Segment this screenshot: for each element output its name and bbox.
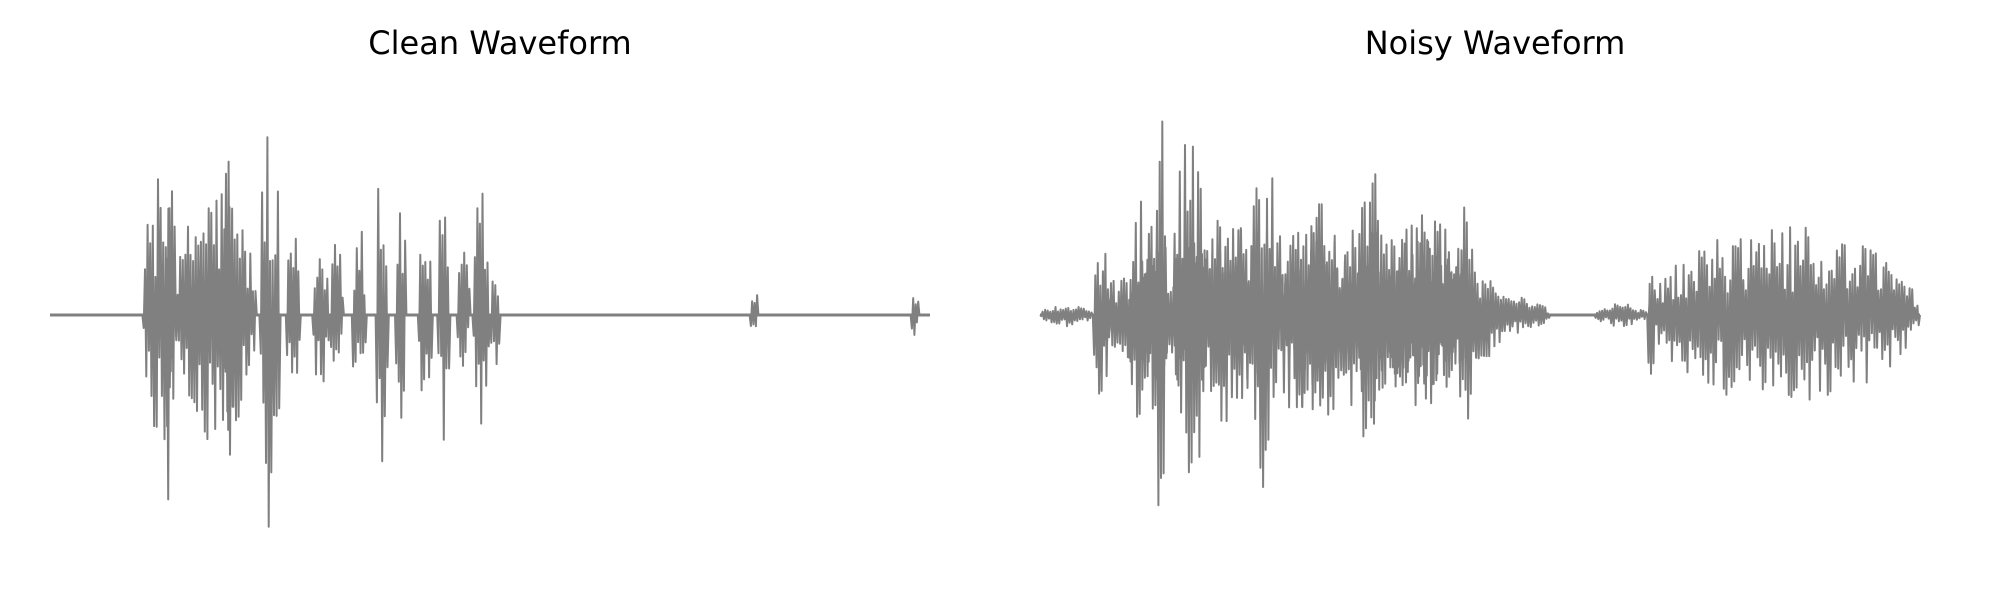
clean-waveform-segment-4 xyxy=(222,160,235,456)
noisy-waveform-segment-16 xyxy=(1646,275,1657,375)
noisy-waveform-segment-5 xyxy=(1171,144,1209,474)
clean-waveform-segment-9 xyxy=(350,230,368,368)
clean-waveform-segment-5 xyxy=(258,136,282,528)
clean-waveform-series xyxy=(50,136,930,528)
clean-waveform-segment-11 xyxy=(394,212,408,419)
noisy-waveform-title: Noisy Waveform xyxy=(1364,24,1626,62)
noisy-waveform-segment-15 xyxy=(1646,226,1921,401)
clean-waveform-segment-2 xyxy=(163,190,177,501)
clean-waveform-segment-20 xyxy=(909,297,921,336)
clean-waveform-segment-6 xyxy=(284,237,302,374)
clean-waveform-plot xyxy=(50,136,930,528)
noisy-waveform-segment-4 xyxy=(1153,120,1169,507)
noisy-waveform-segment-14 xyxy=(1593,303,1649,328)
clean-waveform-segment-10 xyxy=(374,187,390,463)
clean-waveform-segment-7 xyxy=(311,258,331,383)
clean-waveform-segment-14 xyxy=(455,251,472,367)
noisy-waveform-segment-8 xyxy=(1276,203,1358,416)
clean-waveform-segment-8 xyxy=(328,243,345,362)
noisy-waveform-series xyxy=(1039,120,1921,507)
clean-waveform-segment-3 xyxy=(174,193,258,441)
noisy-waveform-segment-2 xyxy=(1091,252,1112,395)
noisy-waveform-plot xyxy=(1039,120,1921,507)
clean-waveform-title: Clean Waveform xyxy=(368,24,632,62)
noisy-waveform-segment-9 xyxy=(1355,173,1385,438)
noisy-waveform-panel: Noisy Waveform xyxy=(1030,0,1960,600)
noisy-waveform-segment-12 xyxy=(1479,296,1552,334)
clean-waveform-segment-15 xyxy=(471,192,491,425)
clean-waveform-segment-18 xyxy=(748,294,760,328)
clean-waveform-segment-12 xyxy=(416,253,434,392)
clean-waveform-segment-13 xyxy=(436,216,452,441)
noisy-waveform-segment-11 xyxy=(1452,206,1481,420)
noisy-waveform-segment-6 xyxy=(1206,219,1253,423)
clean-waveform-segment-16 xyxy=(489,280,502,366)
noisy-waveform-segment-7 xyxy=(1250,177,1279,488)
clean-waveform-panel: Clean Waveform xyxy=(40,0,960,600)
noisy-waveform-segment-0 xyxy=(1039,306,1094,328)
